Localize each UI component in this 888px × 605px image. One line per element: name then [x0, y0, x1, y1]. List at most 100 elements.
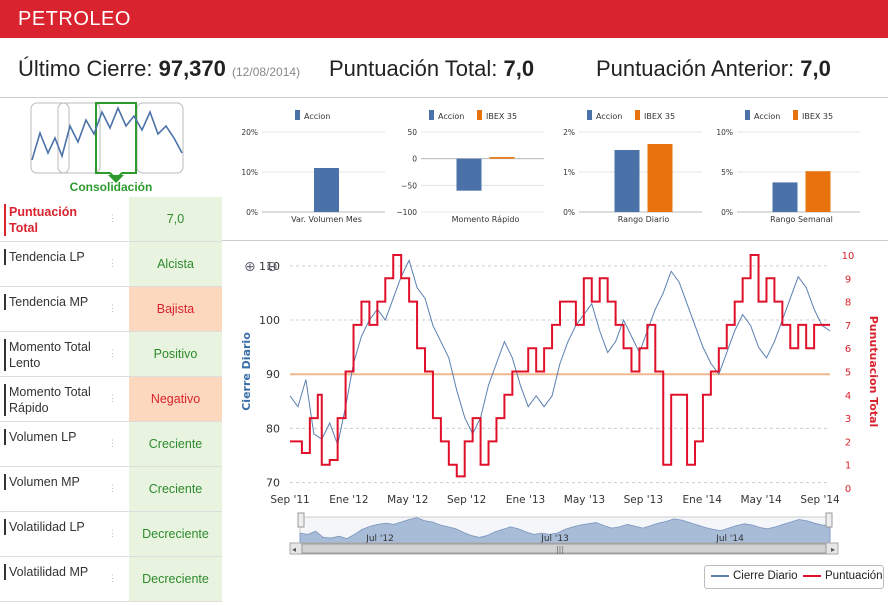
drag-handle-icon[interactable]: ⋮: [108, 258, 117, 268]
drag-handle-icon[interactable]: ⋮: [108, 303, 117, 313]
mini-tick-label: 2%: [563, 128, 575, 137]
scroll-right-icon[interactable]: ▸: [831, 545, 835, 554]
mini-category-label: Momento Rápido: [452, 215, 520, 224]
indicator-value: Positivo: [129, 332, 222, 376]
mini-chart: Accion IBEX 35 2% 1% 0% Rango Diario: [563, 110, 702, 224]
mini-legend-swatch: [587, 110, 592, 120]
zoom-in-icon[interactable]: ⊕: [244, 259, 256, 275]
indicator-row: Momento Total Rápido ⋮ Negativo: [0, 377, 222, 422]
legend-score[interactable]: Puntuación: [803, 570, 883, 582]
previous-score-value: 7,0: [800, 56, 831, 81]
indicator-label: Puntuación Total: [4, 204, 104, 236]
mini-tick-label: 10%: [716, 128, 733, 137]
left-tick-label: 80: [266, 422, 280, 435]
mini-legend-label: Accion: [596, 112, 622, 121]
x-tick-label: Sep '11: [270, 494, 309, 506]
total-score: Puntuación Total: 7,0: [329, 56, 534, 82]
mini-bar: [489, 157, 515, 159]
previous-score: Puntuación Anterior: 7,0: [596, 56, 831, 82]
price-score-chart[interactable]: 70 80 90 100 110 0 1 2 3 4 5 6 7 8 9 10 Cierre Diario Pun…: [222, 245, 888, 605]
phase-sparkline: [31, 105, 183, 161]
last-close-date: (12/08/2014): [232, 65, 301, 79]
zoom-out-icon[interactable]: ⊖: [266, 259, 278, 275]
indicator-value: Decreciente: [129, 512, 222, 556]
active-phase-marker: [108, 175, 124, 183]
indicator-value: Alcista: [129, 242, 222, 286]
drag-handle-icon[interactable]: ⋮: [108, 213, 117, 223]
indicator-row: Puntuación Total ⋮ 7,0: [0, 197, 222, 242]
x-tick-label: Sep '13: [624, 494, 663, 506]
x-tick-label: Sep '14: [800, 494, 840, 506]
mini-tick-label: −50: [401, 181, 417, 190]
indicator-row: Tendencia MP ⋮ Bajista: [0, 287, 222, 332]
right-tick-label: 8: [845, 298, 851, 309]
total-score-label: Puntuación Total:: [329, 56, 498, 81]
drag-handle-icon[interactable]: ⋮: [108, 393, 117, 403]
divider: [222, 240, 888, 241]
phase-tiles[interactable]: [0, 98, 222, 198]
mini-tick-label: 50: [407, 128, 417, 137]
scrollbar-thumb[interactable]: [301, 543, 827, 554]
legend-close[interactable]: Cierre Diario: [711, 570, 798, 582]
indicator-label: Tendencia LP: [4, 249, 104, 265]
indicator-label: Volatilidad LP: [4, 519, 104, 535]
total-score-value: 7,0: [503, 56, 535, 81]
mini-category-label: Var. Volumen Mes: [291, 215, 362, 224]
phase-tile-4: [136, 102, 184, 174]
indicator-label: Volumen MP: [4, 474, 104, 490]
navigator-label: Jul '14: [715, 534, 744, 544]
drag-handle-icon[interactable]: ⋮: [108, 438, 117, 448]
navigator-handle-right[interactable]: [825, 512, 833, 528]
chart-legend[interactable]: Cierre Diario Puntuación: [704, 565, 884, 589]
page-title: PETROLEO: [18, 8, 131, 30]
mini-legend-swatch: [793, 110, 798, 120]
indicator-row: Volatilidad LP ⋮ Decreciente: [0, 512, 222, 557]
indicator-row: Volatilidad MP ⋮ Decreciente: [0, 557, 222, 602]
last-close: Último Cierre: 97,370 (12/08/2014): [18, 56, 300, 82]
x-tick-label: Ene '12: [329, 494, 368, 506]
mini-tick-label: 1%: [563, 168, 575, 177]
x-tick-label: Ene '14: [683, 494, 723, 506]
indicator-label: Momento Total Rápido: [4, 384, 104, 416]
mini-tick-label: 0%: [563, 208, 575, 217]
mini-legend-swatch: [295, 110, 300, 120]
right-tick-label: 10: [842, 251, 855, 262]
right-tick-label: 4: [845, 391, 851, 402]
legend-close-swatch: [711, 574, 729, 577]
mini-tick-label: 0%: [721, 208, 733, 217]
right-tick-label: 6: [845, 344, 851, 355]
mini-legend-swatch: [477, 110, 482, 120]
right-tick-label: 1: [845, 461, 851, 472]
mini-legend-label: Accion: [754, 112, 780, 121]
navigator-label: Jul '12: [365, 534, 394, 544]
indicator-value: Creciente: [129, 422, 222, 466]
navigator-handle-left[interactable]: [297, 512, 305, 528]
mini-bar: [772, 182, 798, 212]
mini-legend-label: Accion: [304, 112, 330, 121]
mini-bar: [314, 168, 339, 212]
left-tick-label: 100: [259, 314, 280, 327]
legend-score-label: Puntuación: [825, 570, 883, 582]
drag-handle-icon[interactable]: ⋮: [108, 348, 117, 358]
legend-close-label: Cierre Diario: [733, 570, 798, 582]
x-tick-label: May '13: [564, 494, 605, 506]
right-tick-label: 3: [845, 414, 851, 425]
indicator-label: Tendencia MP: [4, 294, 104, 310]
indicator-value: 7,0: [129, 197, 222, 241]
indicator-row: Momento Total Lento ⋮ Positivo: [0, 332, 222, 377]
last-close-value: 97,370: [158, 56, 226, 81]
mini-tick-label: −100: [396, 208, 417, 217]
mini-tick-label: 0%: [246, 208, 258, 217]
indicator-label: Volumen LP: [4, 429, 104, 445]
phase-tile-1: [30, 102, 70, 174]
mini-legend-label: IBEX 35: [644, 112, 675, 121]
last-close-label: Último Cierre:: [18, 56, 153, 81]
drag-handle-icon[interactable]: ⋮: [108, 573, 117, 583]
indicator-row: Volumen MP ⋮ Creciente: [0, 467, 222, 512]
mini-legend-swatch: [745, 110, 750, 120]
mini-bar-charts: Accion 20% 10% 0% Var. Volumen Mes Accion IBEX…: [241, 110, 860, 224]
scroll-left-icon[interactable]: ◂: [292, 545, 296, 554]
score-series-line: [290, 254, 830, 478]
drag-handle-icon[interactable]: ⋮: [108, 528, 117, 538]
drag-handle-icon[interactable]: ⋮: [108, 483, 117, 493]
